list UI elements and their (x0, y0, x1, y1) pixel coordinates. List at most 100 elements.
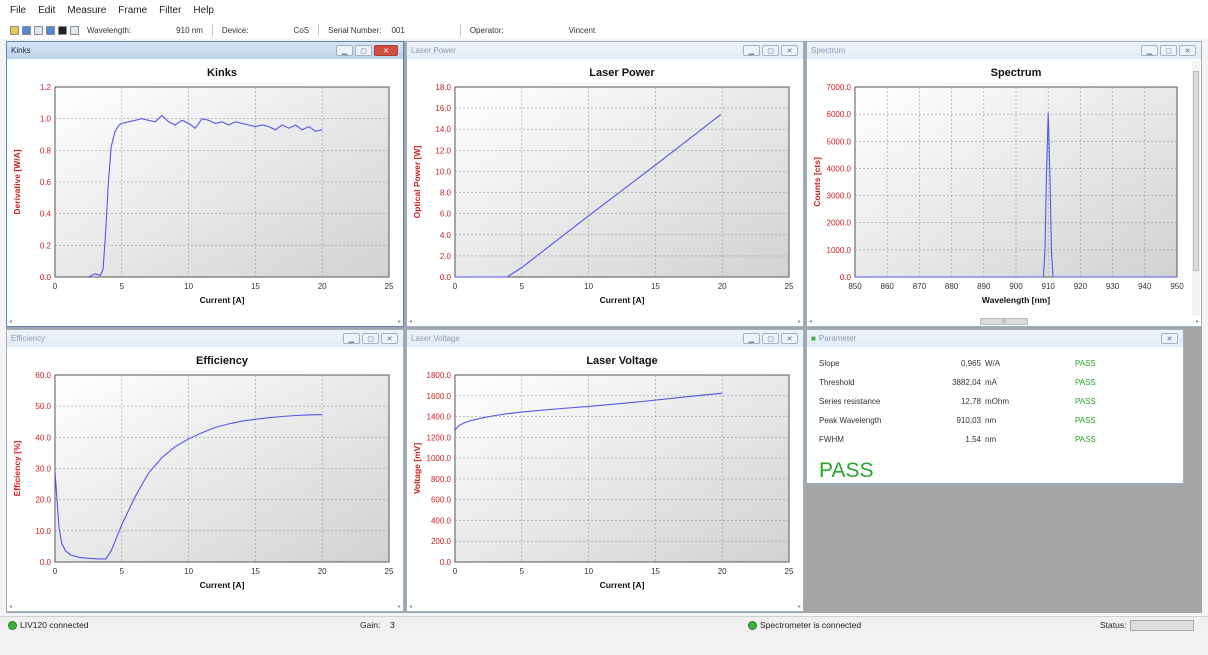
x-tick-label: 15 (251, 282, 260, 291)
y-tick-label: 14.0 (435, 125, 451, 134)
x-tick-label: 0 (453, 282, 458, 291)
y-tick-label: 400.0 (431, 516, 452, 525)
parameter-window[interactable]: ■ Parameter ✕ Slope 0,965 W/A PASS Threshold… (806, 329, 1184, 484)
save-icon[interactable] (22, 25, 31, 35)
efficiency-titlebar[interactable]: Efficiency ▁ ▢ ✕ (7, 330, 403, 347)
minimize-icon[interactable]: ▁ (336, 45, 353, 56)
close-icon[interactable]: ✕ (781, 45, 798, 56)
restore-icon[interactable]: ▢ (362, 333, 379, 344)
horizontal-scrollbar[interactable]: ◂ ▸ (9, 604, 401, 610)
play-icon[interactable] (58, 25, 67, 35)
close-icon[interactable]: ✕ (1179, 45, 1196, 56)
mdi-workspace: Kinks ▁ ▢ ✕ Kinks 0 5 10 15 20 25 0.0 0.2 0.4 0.6 0… (6, 41, 1202, 613)
minimize-icon[interactable]: ▁ (743, 333, 760, 344)
efficiency-window[interactable]: Efficiency ▁ ▢ ✕ Efficiency 0 5 10 15 20 25 0.0… (6, 329, 404, 612)
wavelength-value[interactable]: 910 nm (176, 25, 203, 35)
x-tick-label: 5 (520, 282, 525, 291)
spectrum-titlebar[interactable]: Spectrum ▁ ▢ ✕ (807, 42, 1201, 59)
window-title: Laser Voltage (411, 334, 460, 343)
y-axis-label: Optical Power [W] (412, 145, 422, 218)
serial-number-value[interactable]: 001 (391, 25, 405, 35)
horizontal-scrollbar[interactable]: ◂ ▸ (9, 319, 401, 325)
horizontal-scrollbar[interactable]: ◂ ▸ (409, 604, 801, 610)
y-tick-label: 16.0 (435, 104, 451, 113)
device-value[interactable]: CoS (293, 25, 310, 35)
parameter-unit: nm (985, 416, 997, 425)
operator-value[interactable]: Vincent (568, 25, 596, 35)
menu-help[interactable]: Help (193, 5, 214, 16)
y-tick-label: 50.0 (35, 402, 51, 411)
y-axis-label: Efficiency [%] (12, 440, 22, 496)
scroll-thumb[interactable]: III (980, 318, 1028, 325)
menu-measure[interactable]: Measure (67, 5, 107, 16)
y-tick-label: 4.0 (440, 231, 452, 240)
y-tick-label: 600.0 (431, 496, 452, 505)
close-icon[interactable]: ✕ (1161, 333, 1178, 344)
x-tick-label: 860 (881, 282, 895, 291)
laser-power-titlebar[interactable]: Laser Power ▁ ▢ ✕ (407, 42, 803, 59)
window-title: Parameter (818, 334, 857, 343)
toolbar: Wavelength: 910 nm Device: CoS Serial Nu… (0, 21, 1208, 39)
restore-icon[interactable]: ▢ (762, 333, 779, 344)
status-label: Status: (1100, 620, 1127, 630)
spectrum-chart: Spectrum 850 860 870 880 890 900 910 920 930 940 95… (812, 67, 1184, 305)
laser-power-window[interactable]: Laser Power ▁ ▢ ✕ Laser Power 0 5 10 15 20 25 0… (406, 41, 804, 327)
overall-result: PASS (819, 459, 874, 482)
x-tick-label: 10 (584, 282, 593, 291)
chart-title: Spectrum (991, 67, 1042, 79)
y-tick-label: 1000.0 (827, 246, 852, 255)
x-tick-label: 20 (718, 567, 727, 576)
spectrum-window[interactable]: Spectrum ▁ ▢ ✕ Spectrum 850 860 870 880 890 90… (806, 41, 1202, 327)
vertical-scrollbar[interactable] (1192, 61, 1200, 316)
y-tick-label: 1000.0 (427, 454, 452, 463)
y-axis-label: Counts [cts] (812, 157, 822, 207)
y-tick-label: 10.0 (35, 527, 51, 536)
close-icon[interactable]: ✕ (781, 333, 798, 344)
parameter-row: Peak Wavelength 910,03 nm PASS (819, 416, 1159, 430)
minimize-icon[interactable]: ▁ (743, 45, 760, 56)
close-icon[interactable]: ✕ (381, 333, 398, 344)
menu-file[interactable]: File (10, 5, 27, 16)
restore-icon[interactable]: ▢ (762, 45, 779, 56)
horizontal-scrollbar[interactable]: ◂ III ▸ (809, 318, 1199, 325)
laser-voltage-titlebar[interactable]: Laser Voltage ▁ ▢ ✕ (407, 330, 803, 347)
plot-area (454, 86, 790, 278)
y-tick-label: 1.0 (40, 115, 52, 124)
parameter-unit: nm (985, 435, 997, 444)
restore-icon[interactable]: ▢ (355, 45, 372, 56)
y-axis-label: Voltage [mV] (412, 443, 422, 494)
close-icon[interactable]: ✕ (374, 45, 398, 56)
x-tick-label: 940 (1138, 282, 1152, 291)
print-icon[interactable] (34, 25, 43, 35)
y-tick-label: 0.6 (40, 178, 52, 187)
horizontal-scrollbar[interactable]: ◂ ▸ (409, 319, 801, 325)
menu-edit[interactable]: Edit (38, 5, 56, 16)
connected-led-icon (8, 621, 17, 630)
minimize-icon[interactable]: ▁ (343, 333, 360, 344)
parameter-row: Series resistance 12,78 mOhm PASS (819, 397, 1159, 411)
x-tick-label: 20 (718, 282, 727, 291)
laser-voltage-window[interactable]: Laser Voltage ▁ ▢ ✕ Laser Voltage 0 5 10 15 2… (406, 329, 804, 612)
parameter-value: 910,03 (956, 416, 981, 425)
kinks-window[interactable]: Kinks ▁ ▢ ✕ Kinks 0 5 10 15 20 25 0.0 0.2 0.4 0.6 0… (6, 41, 404, 327)
open-folder-icon[interactable] (10, 25, 19, 35)
chart-title: Laser Voltage (586, 355, 657, 367)
kinks-titlebar[interactable]: Kinks ▁ ▢ ✕ (7, 42, 403, 59)
measure-icon[interactable] (46, 25, 55, 35)
x-axis-label: Current [A] (600, 580, 645, 590)
parameter-titlebar[interactable]: ■ Parameter ✕ (807, 330, 1183, 347)
x-tick-label: 15 (251, 567, 260, 576)
stop-icon[interactable] (70, 25, 79, 35)
restore-icon[interactable]: ▢ (1160, 45, 1177, 56)
x-tick-label: 5 (520, 567, 525, 576)
menu-frame[interactable]: Frame (118, 5, 148, 16)
x-tick-label: 930 (1106, 282, 1120, 291)
series-line (454, 392, 723, 431)
menu-bar: File Edit Measure Frame Filter Help (0, 0, 1208, 21)
x-tick-label: 910 (1042, 282, 1056, 291)
plot-area (454, 374, 790, 563)
chart-title: Laser Power (589, 67, 655, 79)
minimize-icon[interactable]: ▁ (1141, 45, 1158, 56)
menu-filter[interactable]: Filter (159, 5, 182, 16)
y-tick-label: 2000.0 (827, 219, 852, 228)
